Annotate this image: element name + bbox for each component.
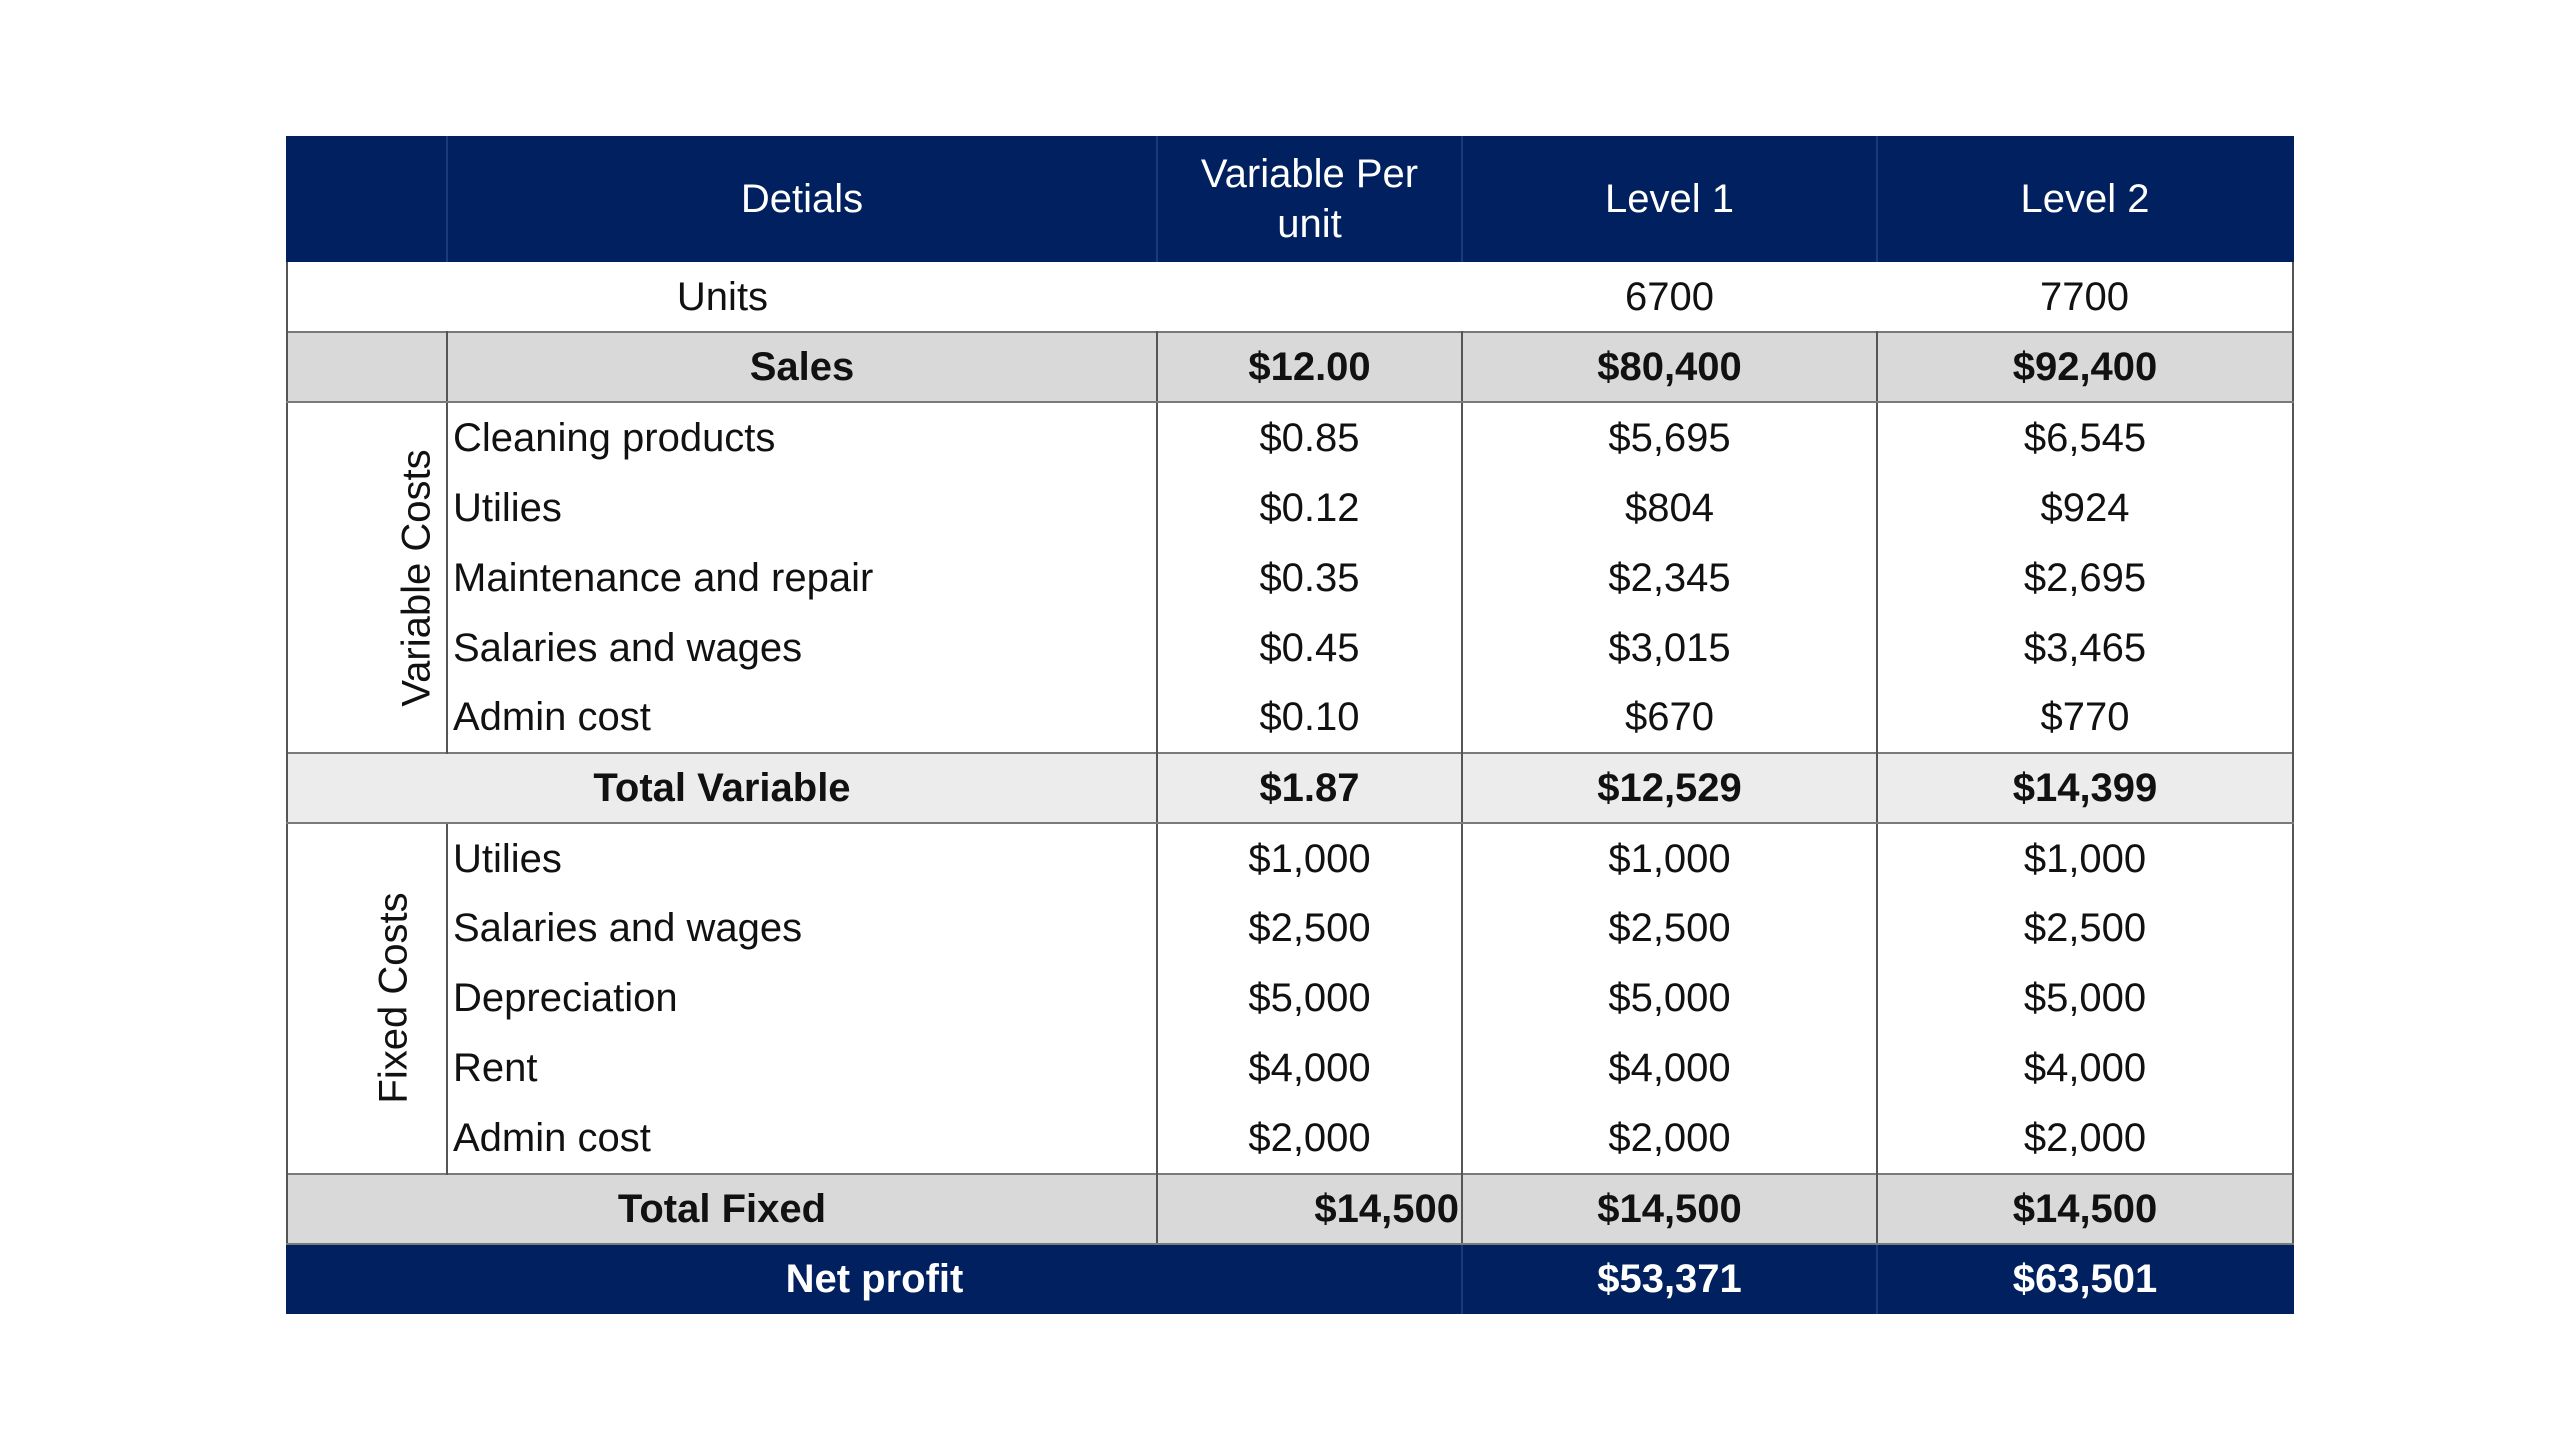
net-profit-row: Net profit $53,371 $63,501: [286, 1243, 2294, 1314]
row-label: Utilies: [447, 823, 1158, 894]
net-profit-label: Net profit: [286, 1243, 1463, 1314]
total-variable-per-unit: $1.87: [1157, 751, 1463, 825]
fixed-costs-label: Fixed Costs: [371, 892, 416, 1104]
net-profit-level-1: $53,371: [1461, 1243, 1878, 1314]
sales-level-1: $80,400: [1462, 331, 1878, 404]
row-level-1: $1,000: [1462, 823, 1878, 894]
row-level-2: $2,695: [1877, 542, 2294, 613]
cost-table: Detials Variable Per unit Level 1 Level …: [286, 136, 2294, 1314]
header-row: Detials Variable Per unit Level 1 Level …: [286, 136, 2294, 263]
row-level-2: $2,000: [1877, 1103, 2294, 1174]
row-level-1: $5,695: [1462, 402, 1878, 473]
row-label: Admin cost: [447, 1103, 1158, 1174]
row-per-unit: $1,000: [1157, 823, 1463, 894]
header-variable-per-unit: Variable Per unit: [1156, 136, 1463, 263]
row-level-1: $670: [1462, 682, 1878, 753]
net-profit-level-2: $63,501: [1876, 1243, 2294, 1314]
header-details: Detials: [446, 136, 1158, 263]
row-per-unit: $0.85: [1157, 402, 1463, 473]
sales-blank-cell: [286, 331, 448, 404]
variable-costs-group-label: Variable Costs: [286, 402, 448, 753]
row-level-1: $4,000: [1462, 1033, 1878, 1104]
row-level-1: $2,000: [1462, 1103, 1878, 1174]
total-fixed-per-unit: $14,500: [1157, 1172, 1463, 1245]
table-row: Depreciation $5,000 $5,000 $5,000: [287, 963, 2294, 1034]
row-per-unit: $0.45: [1157, 612, 1463, 683]
units-level-2: 7700: [1877, 262, 2294, 333]
table-row: Salaries and wages $0.45 $3,015 $3,465: [287, 612, 2294, 683]
row-per-unit: $0.12: [1157, 472, 1463, 543]
table-row: Admin cost $2,000 $2,000 $2,000: [287, 1103, 2294, 1174]
row-level-2: $4,000: [1877, 1033, 2294, 1104]
row-label: Depreciation: [447, 963, 1158, 1034]
row-per-unit: $0.35: [1157, 542, 1463, 613]
units-label: Units: [286, 262, 1157, 333]
row-per-unit: $2,000: [1157, 1103, 1463, 1174]
header-level-2: Level 2: [1876, 136, 2294, 263]
variable-costs-label: Variable Costs: [394, 449, 439, 707]
total-variable-label: Total Variable: [286, 751, 1158, 825]
row-per-unit: $4,000: [1157, 1033, 1463, 1104]
sales-row: Sales $12.00 $80,400 $92,400: [286, 331, 2294, 404]
row-label: Maintenance and repair: [447, 542, 1158, 613]
row-label: Rent: [447, 1033, 1158, 1104]
row-level-1: $5,000: [1462, 963, 1878, 1034]
row-level-1: $804: [1462, 472, 1878, 543]
table-row: Utilies $0.12 $804 $924: [287, 472, 2294, 543]
row-level-1: $2,345: [1462, 542, 1878, 613]
header-blank-cell: [286, 136, 448, 263]
row-level-2: $924: [1877, 472, 2294, 543]
row-level-2: $1,000: [1877, 823, 2294, 894]
total-fixed-level-2: $14,500: [1877, 1172, 2294, 1245]
table-row: Maintenance and repair $0.35 $2,345 $2,6…: [287, 542, 2294, 613]
table-row: Variable Costs Cleaning products $0.85 $…: [286, 402, 2294, 753]
total-fixed-label: Total Fixed: [286, 1172, 1158, 1245]
row-per-unit: $5,000: [1157, 963, 1463, 1034]
row-level-2: $3,465: [1877, 612, 2294, 683]
row-label: Utilies: [447, 472, 1158, 543]
sales-label: Sales: [447, 331, 1158, 404]
table-row: Salaries and wages $2,500 $2,500 $2,500: [287, 893, 2294, 964]
header-level-1: Level 1: [1461, 136, 1878, 263]
units-per-unit: [1157, 262, 1462, 333]
table-row: Fixed Costs Utilies $1,000 $1,000 $1,000: [286, 823, 2294, 1174]
total-variable-level-2: $14,399: [1877, 751, 2294, 825]
fixed-costs-group-label: Fixed Costs: [286, 823, 448, 1174]
cost-analysis-sheet: Detials Variable Per unit Level 1 Level …: [286, 136, 2294, 1314]
units-row: Units 6700 7700: [286, 262, 2294, 333]
row-level-2: $6,545: [1877, 402, 2294, 473]
total-fixed-level-1: $14,500: [1462, 1172, 1878, 1245]
table-row: Rent $4,000 $4,000 $4,000: [287, 1033, 2294, 1104]
row-level-1: $2,500: [1462, 893, 1878, 964]
row-label: Salaries and wages: [447, 893, 1158, 964]
row-level-2: $770: [1877, 682, 2294, 753]
row-label: Admin cost: [447, 682, 1158, 753]
row-per-unit: $0.10: [1157, 682, 1463, 753]
total-fixed-row: Total Fixed $14,500 $14,500 $14,500: [286, 1172, 2294, 1245]
row-level-1: $3,015: [1462, 612, 1878, 683]
row-per-unit: $2,500: [1157, 893, 1463, 964]
row-level-2: $2,500: [1877, 893, 2294, 964]
total-variable-level-1: $12,529: [1462, 751, 1878, 825]
sales-level-2: $92,400: [1877, 331, 2294, 404]
row-level-2: $5,000: [1877, 963, 2294, 1034]
sales-per-unit: $12.00: [1157, 331, 1463, 404]
row-label: Salaries and wages: [447, 612, 1158, 683]
total-variable-row: Total Variable $1.87 $12,529 $14,399: [286, 751, 2294, 825]
units-level-1: 6700: [1462, 262, 1877, 333]
table-row: Admin cost $0.10 $670 $770: [287, 682, 2294, 753]
row-label: Cleaning products: [447, 402, 1158, 473]
